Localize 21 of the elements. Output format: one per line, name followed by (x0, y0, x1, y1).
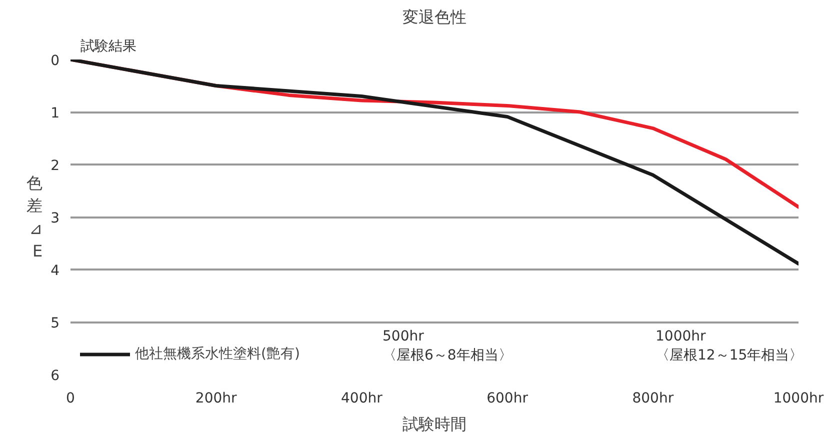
x-tick-label: 0 (66, 390, 75, 406)
y-tick-label: 2 (50, 158, 60, 174)
x-tick-label: 200hr (195, 390, 238, 406)
x-tick-label: 400hr (341, 390, 383, 406)
annotation: 1000hr 〈屋根12～15年相当〉 (656, 328, 804, 364)
x-tick-label: 600hr (486, 390, 528, 406)
y-axis-title: 色差⊿E (26, 173, 43, 261)
y-tick-label: 5 (50, 316, 60, 332)
y-tick-label: 4 (50, 263, 60, 279)
x-tick-label: 800hr (632, 390, 674, 406)
y-tick-label: 6 (50, 368, 60, 384)
legend-label: 他社無機系水性塗料(艶有) (135, 345, 300, 363)
y-tick-label: 1 (50, 106, 60, 122)
text: 試験結果 (80, 38, 136, 54)
y-tick-label: 0 (50, 53, 60, 69)
line-series (70, 60, 798, 266)
x-axis-title: 試験時間 (402, 414, 466, 434)
x-tick-label: 1000hr (773, 390, 824, 406)
y-tick-label: 3 (50, 210, 60, 226)
chart-title: 変退色性 (402, 8, 466, 26)
annotation: 500hr 〈屋根6～8年相当〉 (382, 328, 512, 364)
